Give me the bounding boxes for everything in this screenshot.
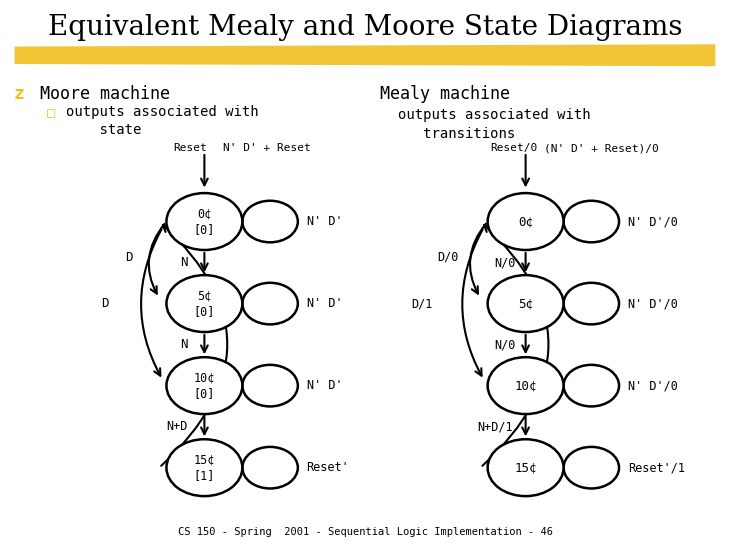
Text: N' D'/0: N' D'/0 [628, 297, 677, 310]
Text: 5¢: 5¢ [518, 297, 533, 310]
Circle shape [488, 275, 564, 332]
Polygon shape [15, 44, 715, 66]
Text: N+D/1: N+D/1 [477, 420, 512, 433]
Text: Equivalent Mealy and Moore State Diagrams: Equivalent Mealy and Moore State Diagram… [47, 14, 683, 40]
Text: 10¢: 10¢ [515, 379, 537, 392]
Circle shape [166, 193, 242, 250]
Text: 0¢: 0¢ [518, 215, 533, 228]
Text: D/1: D/1 [411, 297, 433, 310]
Text: N+D: N+D [166, 420, 188, 433]
Text: N' D': N' D' [307, 379, 342, 392]
Text: N: N [180, 256, 188, 269]
Circle shape [488, 357, 564, 414]
Circle shape [166, 439, 242, 496]
Text: N' D': N' D' [307, 297, 342, 310]
Text: N' D': N' D' [307, 215, 342, 228]
Text: N: N [180, 338, 188, 351]
Circle shape [488, 439, 564, 496]
Circle shape [564, 201, 619, 242]
Text: Reset'/1: Reset'/1 [628, 461, 685, 474]
Text: N' D' + Reset: N' D' + Reset [223, 143, 310, 153]
Circle shape [564, 365, 619, 406]
Text: N/0: N/0 [494, 256, 516, 269]
Circle shape [242, 447, 298, 488]
Circle shape [564, 447, 619, 488]
Text: D/0: D/0 [437, 251, 458, 264]
Text: Reset': Reset' [307, 461, 350, 474]
Circle shape [166, 275, 242, 332]
Text: 15¢
[1]: 15¢ [1] [193, 453, 215, 482]
Text: Reset: Reset [174, 143, 207, 153]
Circle shape [242, 201, 298, 242]
Text: □: □ [47, 107, 55, 121]
Text: Moore machine: Moore machine [40, 85, 170, 103]
Text: N/0: N/0 [494, 338, 516, 351]
Text: 5¢
[0]: 5¢ [0] [193, 289, 215, 318]
Circle shape [242, 365, 298, 406]
Text: CS 150 - Spring  2001 - Sequential Logic Implementation - 46: CS 150 - Spring 2001 - Sequential Logic … [177, 527, 553, 537]
Text: outputs associated with
    state: outputs associated with state [66, 105, 258, 137]
Text: D: D [101, 297, 108, 310]
Circle shape [242, 283, 298, 324]
Text: N' D'/0: N' D'/0 [628, 379, 677, 392]
Text: Reset/0: Reset/0 [491, 143, 538, 153]
Text: (N' D' + Reset)/0: (N' D' + Reset)/0 [544, 143, 658, 153]
Text: outputs associated with
   transitions: outputs associated with transitions [398, 108, 591, 141]
Circle shape [166, 357, 242, 414]
Text: N' D'/0: N' D'/0 [628, 215, 677, 228]
Text: D: D [125, 251, 132, 264]
Circle shape [488, 193, 564, 250]
Circle shape [564, 283, 619, 324]
Text: 0¢
[0]: 0¢ [0] [193, 207, 215, 236]
Text: Mealy machine: Mealy machine [380, 85, 510, 103]
Text: z: z [13, 85, 24, 103]
Text: 10¢
[0]: 10¢ [0] [193, 371, 215, 400]
Text: 15¢: 15¢ [515, 461, 537, 474]
